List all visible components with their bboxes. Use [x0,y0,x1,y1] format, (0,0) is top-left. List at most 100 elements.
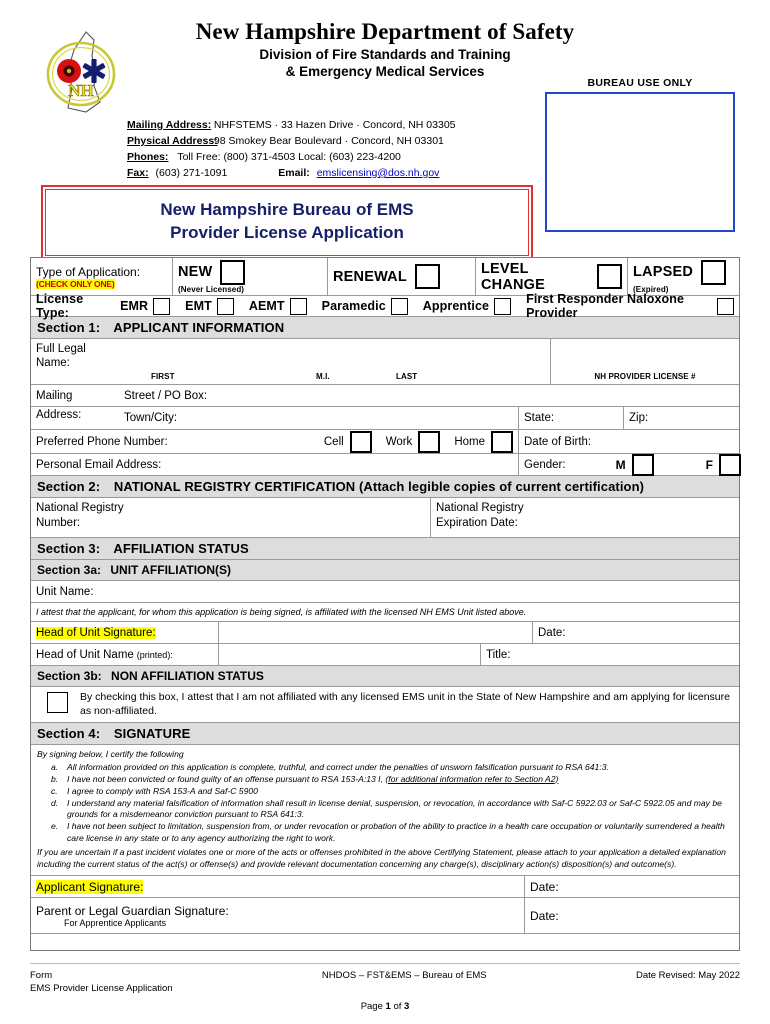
application-type-renewal-checkbox[interactable] [414,264,440,289]
department-title: New Hampshire Department of Safety [195,19,575,44]
state-label: State: [524,412,555,424]
license-type-emt-checkbox[interactable] [216,297,234,315]
national-registry-number-cell[interactable]: National Registry Number: [31,498,431,537]
applicant-signature-date-cell[interactable]: Date: [525,876,739,897]
street-po-box-cell[interactable]: Street / PO Box: [119,385,739,406]
list-item: e. I have not been subject to limitation… [37,821,733,844]
mailing-address-line: Mailing Address: NHFSTEMS · 33 Hazen Dri… [127,118,456,134]
phones-line: Phones: Toll Free: (800) 371-4503 Local:… [127,150,456,166]
certify-marker-e: e. [51,821,59,832]
footer-form-label: Form [30,970,53,981]
phones-value: Toll Free: (800) 371-4503 Local: (603) 2… [177,150,401,163]
phone-dob-row: Preferred Phone Number: Cell Work Home D… [31,430,739,454]
list-item: a. All information provided on this appl… [37,762,733,774]
non-affiliation-cell[interactable]: By checking this box, I attest that I am… [31,687,739,722]
guardian-signature-label: Parent or Legal Guardian Signature: [36,903,229,918]
personal-email-label: Personal Email Address: [36,458,162,471]
footer-left: Form EMS Provider License Application [30,970,173,996]
application-type-renewal[interactable]: RENEWAL [328,258,476,295]
certify-text-d: I understand any material falsification … [67,797,722,820]
preferred-phone-cell[interactable]: Preferred Phone Number: Cell Work Home [31,430,519,453]
full-legal-name-label-1: Full Legal [36,343,86,355]
section-3a-header: Section 3a: UNIT AFFILIATION(S) [31,560,739,581]
footer-date-revised: Date Revised: May 2022 [635,970,740,981]
form-bottom-spacer [31,934,739,950]
license-type-apprentice-checkbox[interactable] [494,297,512,315]
head-of-unit-title-cell[interactable]: Title: [481,644,739,665]
mailing-address-label-2: Address: [36,409,82,421]
application-type-new[interactable]: NEW (Never Licensed) [173,258,328,295]
certify-marker-b: b. [51,773,59,784]
mailing-address-value: NHFSTEMS · 33 Hazen Drive · Concord, NH … [213,119,456,131]
application-type-renewal-label: RENEWAL [333,268,407,285]
certify-list: a. All information provided on this appl… [37,762,733,845]
application-type-level-change[interactable]: LEVEL CHANGE [476,258,628,295]
document-header: NH New Hampshire Department of Safety Di… [30,14,740,232]
section-4-header: Section 4: SIGNATURE [31,723,739,745]
non-affiliation-row: By checking this box, I attest that I am… [31,687,739,723]
application-type-lapsed[interactable]: LAPSED (Expired) [628,258,739,295]
license-type-paramedic-checkbox[interactable] [390,297,408,315]
guardian-signature-cell[interactable]: Parent or Legal Guardian Signature: For … [31,898,525,934]
head-of-unit-name-field[interactable] [219,644,481,665]
phone-work-checkbox[interactable] [418,430,441,453]
certifying-statement-row: By signing below, I certify the followin… [31,745,739,877]
head-of-unit-signature-label-cell: Head of Unit Signature: [31,622,219,643]
physical-address-line: Physical Address: 98 Smokey Bear Bouleva… [127,134,456,150]
section-3-number: Section 3: [37,541,101,556]
gender-label: Gender: [524,458,566,471]
phone-work-label: Work [385,435,413,448]
full-legal-name-label-2: Name: [36,357,70,370]
email-link[interactable]: emslicensing@dos.nh.gov [316,166,440,179]
license-type-row: License Type: EMR EMT AEMT Paramedic App… [31,292,739,320]
unit-name-cell[interactable]: Unit Name: [31,581,739,602]
head-of-unit-signature-label: Head of Unit Signature: [36,626,156,639]
street-po-box-label: Street / PO Box: [124,389,208,402]
full-legal-name-cell[interactable]: Full Legal Name: FIRST M.I. LAST [31,339,551,384]
state-cell[interactable]: State: [519,407,624,429]
zip-cell[interactable]: Zip: [624,407,739,429]
section-3b-header: Section 3b: NON AFFILIATION STATUS [31,666,739,687]
section-3b-number: Section 3b: [37,669,102,683]
license-type-paramedic-label: Paramedic [321,299,386,313]
email-gender-row: Personal Email Address: Gender: M F [31,453,741,476]
division-line-1: Division of Fire Standards and Training [259,46,511,62]
application-type-level-change-checkbox[interactable] [597,264,622,289]
personal-email-cell[interactable]: Personal Email Address: [31,454,519,475]
license-type-naloxone-checkbox[interactable] [717,297,734,315]
town-city-cell[interactable]: Town/City: [119,407,519,429]
date-of-birth-cell[interactable]: Date of Birth: [519,430,739,453]
nh-provider-license-label: NH PROVIDER LICENSE # [594,372,696,381]
guardian-signature-row: Parent or Legal Guardian Signature: For … [31,898,739,935]
name-sub-last: LAST [396,372,418,381]
contact-information: Mailing Address: NHFSTEMS · 33 Hazen Dri… [127,118,456,182]
license-type-emr-checkbox[interactable] [153,297,171,315]
phone-home-checkbox[interactable] [491,430,513,453]
license-type-aemt-checkbox[interactable] [289,297,307,315]
guardian-signature-date-cell[interactable]: Date: [525,898,739,933]
nh-provider-license-cell[interactable]: NH PROVIDER LICENSE # [551,339,739,384]
head-of-unit-signature-date-cell[interactable]: Date: [533,622,739,643]
unit-attestation-text: I attest that the applicant, for whom th… [36,607,527,617]
national-registry-row: National Registry Number: National Regis… [31,498,739,538]
applicant-signature-cell[interactable]: Applicant Signature: [31,876,525,898]
application-type-lapsed-checkbox[interactable] [701,259,727,285]
registry-number-label-2: Number: [36,516,81,529]
application-type-lapsed-sub: (Expired) [633,284,669,294]
bureau-use-only-box[interactable] [545,92,735,232]
gender-cell: Gender: M F [519,453,741,476]
form-title-line-1: New Hampshire Bureau of EMS [160,200,414,219]
application-type-new-checkbox[interactable] [220,259,246,285]
registry-expiration-label-2: Expiration Date: [436,516,518,529]
bureau-use-only: BUREAU USE ONLY [545,77,735,232]
gender-female-checkbox[interactable] [718,453,741,476]
gender-female-label: F [705,457,713,472]
national-registry-expiration-cell[interactable]: National Registry Expiration Date: [431,498,739,537]
gender-male-checkbox[interactable] [631,453,654,476]
non-affiliation-checkbox[interactable] [47,692,68,713]
section-1-number: Section 1: [37,320,101,335]
phone-cell-checkbox[interactable] [349,430,372,453]
applicant-signature-label: Applicant Signature: [36,879,144,894]
head-of-unit-name-row: Head of Unit Name (printed): Title: [31,644,739,666]
head-of-unit-signature-field[interactable] [219,622,533,643]
